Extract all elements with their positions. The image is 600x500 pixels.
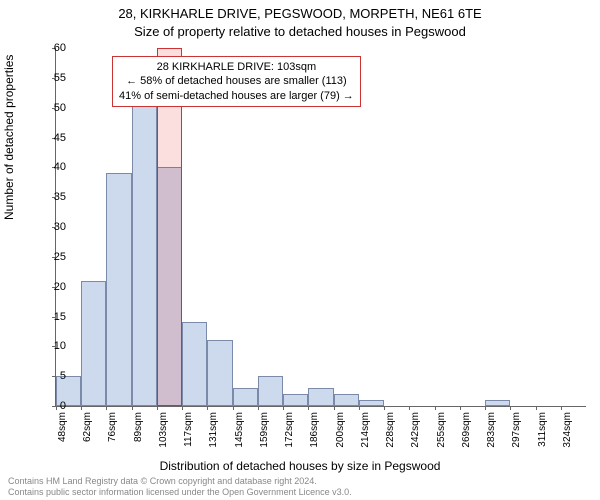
x-tick-mark [384,406,385,410]
footer-line2: Contains public sector information licen… [8,487,352,498]
x-tick-label: 117sqm [183,412,194,452]
x-tick-mark [308,406,309,410]
y-tick-label: 10 [46,340,66,352]
x-tick-mark [207,406,208,410]
footer-attribution: Contains HM Land Registry data © Crown c… [8,476,352,498]
x-tick-label: 159sqm [259,412,270,452]
info-line2: ← 58% of detached houses are smaller (11… [119,74,354,88]
plot-area: 28 KIRKHARLE DRIVE: 103sqm← 58% of detac… [55,48,586,407]
histogram-bar [359,400,384,406]
info-box: 28 KIRKHARLE DRIVE: 103sqm← 58% of detac… [112,56,361,107]
y-tick-label: 60 [46,42,66,54]
x-tick-label: 131sqm [208,412,219,452]
x-tick-mark [561,406,562,410]
x-tick-label: 242sqm [410,412,421,452]
x-tick-label: 89sqm [133,412,144,452]
x-tick-label: 324sqm [562,412,573,452]
x-tick-label: 283sqm [486,412,497,452]
x-tick-label: 76sqm [107,412,118,452]
x-tick-mark [359,406,360,410]
x-tick-mark [536,406,537,410]
x-tick-mark [258,406,259,410]
y-tick-label: 0 [46,400,66,412]
histogram-bar [182,322,207,406]
x-tick-label: 103sqm [158,412,169,452]
y-tick-label: 40 [46,161,66,173]
x-tick-label: 186sqm [309,412,320,452]
x-tick-label: 145sqm [234,412,245,452]
x-tick-label: 297sqm [511,412,522,452]
histogram-bar [258,376,283,406]
x-tick-label: 228sqm [385,412,396,452]
y-tick-label: 25 [46,251,66,263]
y-tick-label: 55 [46,72,66,84]
x-tick-mark [334,406,335,410]
y-tick-label: 20 [46,281,66,293]
info-line3: 41% of semi-detached houses are larger (… [119,89,354,103]
y-axis-label: Number of detached properties [2,55,16,220]
histogram-bar [233,388,258,406]
x-tick-label: 172sqm [284,412,295,452]
x-tick-mark [233,406,234,410]
chart-title-line2: Size of property relative to detached ho… [0,24,600,39]
footer-line1: Contains HM Land Registry data © Crown c… [8,476,352,487]
histogram-bar [334,394,359,406]
x-tick-label: 255sqm [436,412,447,452]
x-tick-mark [460,406,461,410]
y-tick-label: 5 [46,370,66,382]
x-tick-mark [81,406,82,410]
info-line1: 28 KIRKHARLE DRIVE: 103sqm [119,60,354,74]
y-tick-label: 50 [46,102,66,114]
x-tick-mark [182,406,183,410]
chart-title-line1: 28, KIRKHARLE DRIVE, PEGSWOOD, MORPETH, … [0,6,600,21]
x-tick-mark [435,406,436,410]
x-tick-label: 48sqm [57,412,68,452]
y-tick-label: 45 [46,132,66,144]
x-tick-label: 200sqm [335,412,346,452]
x-tick-mark [132,406,133,410]
x-tick-mark [485,406,486,410]
histogram-bar [132,96,157,406]
x-tick-label: 62sqm [82,412,93,452]
histogram-bar [308,388,333,406]
histogram-bar [106,173,131,406]
x-tick-mark [510,406,511,410]
histogram-bar [485,400,510,406]
histogram-bar [207,340,232,406]
x-tick-label: 269sqm [461,412,472,452]
x-tick-mark [283,406,284,410]
x-tick-mark [106,406,107,410]
x-tick-mark [157,406,158,410]
x-tick-label: 214sqm [360,412,371,452]
x-axis-label: Distribution of detached houses by size … [0,459,600,473]
y-tick-label: 15 [46,311,66,323]
x-tick-label: 311sqm [537,412,548,452]
histogram-bar [81,281,106,406]
chart-container: 28, KIRKHARLE DRIVE, PEGSWOOD, MORPETH, … [0,0,600,500]
histogram-bar [283,394,308,406]
x-tick-mark [409,406,410,410]
y-tick-label: 35 [46,191,66,203]
y-tick-label: 30 [46,221,66,233]
